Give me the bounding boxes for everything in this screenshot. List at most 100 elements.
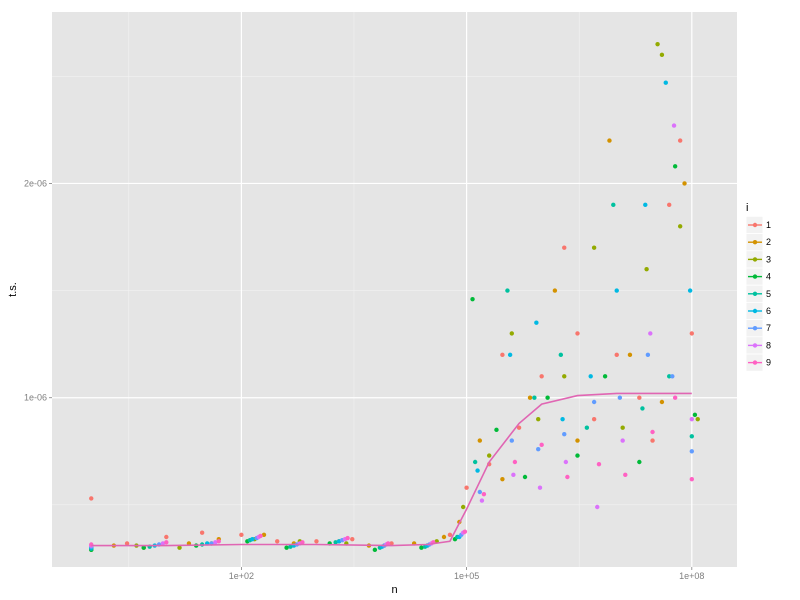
data-point-series-9 — [565, 474, 570, 480]
x-tick-label: 1e+02 — [229, 571, 254, 581]
minor-gridlines — [52, 12, 737, 567]
data-point-series-4 — [672, 164, 678, 169]
data-point-series-2 — [575, 438, 580, 443]
legend-label: 5 — [766, 289, 771, 299]
data-point-series-3 — [591, 245, 597, 250]
data-point-series-8 — [620, 438, 625, 443]
data-point-series-9 — [345, 535, 350, 541]
data-point-series-7 — [689, 449, 695, 454]
data-point-series-8 — [648, 331, 653, 336]
data-point-series-5 — [640, 406, 645, 411]
data-point-series-9 — [650, 429, 655, 435]
data-point-series-4 — [284, 545, 289, 550]
x-tick-label: 1e+05 — [454, 571, 479, 581]
data-point-series-8 — [160, 541, 166, 546]
data-point-series-6 — [588, 374, 593, 379]
data-point-series-6 — [475, 468, 480, 473]
data-point-series-8 — [689, 416, 695, 422]
data-point-series-1 — [314, 539, 319, 544]
plot-panel — [52, 12, 737, 567]
data-point-series-5 — [505, 288, 510, 293]
data-point-series-2 — [500, 476, 505, 482]
data-point-series-9 — [623, 472, 628, 478]
legend-key-point — [752, 343, 758, 348]
data-point-series-1 — [164, 534, 169, 540]
data-point-series-5 — [288, 544, 293, 549]
data-point-series-6 — [534, 320, 539, 325]
data-point-series-9 — [258, 533, 263, 539]
data-point-series-9 — [164, 540, 169, 545]
x-axis-title: n — [391, 584, 397, 596]
legend-key-point — [752, 222, 758, 228]
data-point-series-1 — [562, 245, 567, 250]
data-point-series-1 — [389, 541, 394, 546]
data-point-series-7 — [477, 489, 483, 495]
y-axis-ticks: 1e-06 2e-06 — [24, 178, 52, 403]
data-point-series-2 — [552, 288, 558, 293]
data-point-series-2 — [682, 181, 687, 186]
data-point-series-4 — [419, 545, 424, 550]
data-point-series-9 — [300, 540, 305, 545]
legend-key-point — [752, 291, 758, 296]
data-point-series-3 — [562, 374, 567, 379]
legend-label: 4 — [766, 272, 771, 282]
data-point-series-5 — [472, 459, 478, 465]
data-point-series-9 — [512, 459, 518, 465]
data-point-series-6 — [250, 536, 255, 542]
data-point-series-8 — [537, 485, 543, 490]
data-point-series-7 — [670, 374, 675, 379]
data-point-series-5 — [558, 352, 564, 358]
data-point-series-1 — [199, 530, 205, 535]
data-point-series-1 — [667, 202, 672, 208]
legend-key-point — [752, 308, 758, 314]
data-point-series-4 — [141, 545, 146, 550]
data-point-series-2 — [659, 399, 665, 405]
x-axis-ticks: 1e+02 1e+05 1e+08 — [229, 567, 704, 581]
data-point-series-5 — [689, 434, 695, 439]
y-tick-label: 2e-06 — [24, 178, 47, 188]
data-point-series-3 — [620, 425, 625, 430]
data-point-series-6 — [560, 416, 565, 422]
data-point-series-9 — [481, 491, 487, 497]
data-point-series-6 — [687, 288, 693, 293]
legend-key-point — [752, 240, 758, 245]
data-point-series-7 — [617, 395, 623, 400]
legend-label: 2 — [766, 237, 771, 247]
data-point-series-4 — [602, 374, 608, 379]
data-point-series-3 — [460, 504, 466, 510]
data-point-series-3 — [695, 416, 700, 422]
data-point-series-5 — [611, 202, 616, 208]
data-point-series-6 — [507, 352, 513, 358]
legend: i 1 2 3 4 5 6 7 8 9 — [745, 202, 771, 372]
data-point-series-4 — [575, 453, 580, 458]
legend-label: 7 — [766, 323, 771, 333]
data-point-series-2 — [441, 534, 447, 540]
smooth-line — [91, 392, 692, 547]
data-point-series-4 — [372, 547, 378, 553]
data-point-series-7 — [591, 399, 597, 405]
data-point-series-9 — [462, 529, 468, 534]
data-point-series-4 — [545, 395, 550, 400]
data-point-series-7 — [536, 446, 541, 452]
data-point-series-3 — [655, 41, 660, 47]
data-point-series-7 — [509, 438, 514, 443]
data-point-series-8 — [563, 459, 569, 465]
data-point-series-8 — [595, 504, 600, 510]
data-point-series-6 — [614, 288, 619, 293]
data-point-series-1 — [539, 374, 544, 379]
data-point-series-1 — [447, 532, 453, 538]
data-point-series-4 — [522, 474, 528, 480]
legend-title: i — [746, 202, 748, 214]
data-point-series-3 — [536, 416, 541, 422]
data-point-series-2 — [607, 138, 612, 143]
data-point-series-5 — [667, 374, 672, 379]
data-point-series-1 — [124, 541, 130, 546]
y-tick-label: 1e-06 — [24, 393, 47, 403]
data-point-series-1 — [689, 331, 695, 336]
data-point-series-1 — [591, 416, 597, 422]
data-point-series-3 — [644, 266, 649, 272]
data-point-series-1 — [650, 438, 655, 443]
data-point-series-8 — [511, 472, 516, 478]
data-point-series-3 — [486, 453, 492, 458]
smooth-curve — [91, 392, 692, 547]
